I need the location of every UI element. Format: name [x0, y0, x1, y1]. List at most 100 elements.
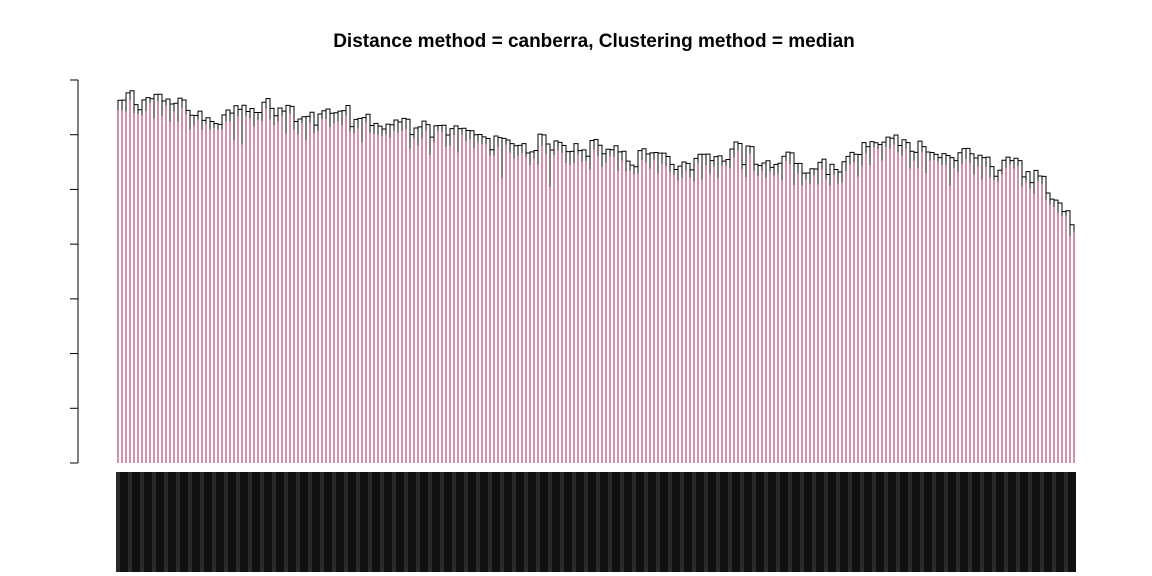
leaf-label	[200, 472, 204, 572]
leaf-label	[132, 472, 136, 572]
leaf-label	[268, 472, 272, 572]
dendrogram-branch	[889, 137, 895, 149]
dendrogram-branch	[853, 153, 859, 177]
leaf-label	[820, 472, 824, 572]
dendrogram-branch	[673, 168, 679, 181]
leaf-label	[764, 472, 768, 572]
dendrogram-branch	[589, 139, 595, 170]
dendrogram-branch	[381, 128, 387, 137]
leaf-label	[904, 472, 908, 572]
leaf-label	[868, 472, 872, 572]
leaf-label	[956, 472, 960, 572]
dendrogram-branch	[489, 149, 495, 156]
leaf-label	[716, 472, 720, 572]
leaf-label	[684, 472, 688, 572]
dendrogram-branch	[501, 137, 507, 179]
leaf-label	[812, 472, 816, 572]
dendrogram-branch	[645, 153, 651, 169]
dendrogram-branch	[617, 151, 623, 171]
leaf-label	[488, 472, 492, 572]
dendrogram-branch	[549, 149, 555, 187]
leaf-label	[372, 472, 376, 572]
leaf-label	[964, 472, 968, 572]
dendrogram-branch	[129, 90, 135, 113]
dendrogram-branch	[461, 127, 467, 142]
leaf-label	[832, 472, 836, 572]
dendrogram-branch	[1061, 211, 1067, 217]
leaf-label	[932, 472, 936, 572]
dendrogram-branch	[177, 97, 183, 122]
dendrogram-branch	[541, 134, 547, 155]
dendrogram-branch	[429, 136, 435, 156]
leaf-label	[516, 472, 520, 572]
dendrogram-branch	[985, 156, 991, 178]
leaf-label	[164, 472, 168, 572]
leaf-label	[740, 472, 744, 572]
leaf-label	[180, 472, 184, 572]
leaf-label	[652, 472, 656, 572]
dendrogram-branch	[961, 148, 967, 164]
leaf-label	[188, 472, 192, 572]
leaf-label	[600, 472, 604, 572]
dendrogram-branch	[581, 149, 587, 162]
dendrogram-branch	[937, 157, 943, 165]
leaf-label	[192, 472, 196, 572]
dendrogram-branch	[349, 126, 355, 133]
dendrogram-branch	[837, 171, 843, 184]
leaf-label	[512, 472, 516, 572]
leaf-label	[328, 472, 332, 572]
leaf-stems	[117, 100, 1075, 463]
dendrogram-branch	[813, 168, 819, 185]
dendrogram-branch	[905, 142, 911, 169]
dendrogram-branch	[857, 154, 863, 177]
dendrogram-branch	[405, 118, 411, 149]
leaf-label	[384, 472, 388, 572]
dendrogram-branch	[641, 148, 647, 163]
dendrogram-branch	[445, 134, 451, 147]
dendrogram-branch	[977, 154, 983, 180]
dendrogram-branch	[969, 153, 975, 175]
leaf-label	[148, 472, 152, 572]
dendrogram-branch	[397, 121, 403, 133]
dendrogram-branch	[621, 150, 627, 172]
leaf-label	[504, 472, 508, 572]
dendrogram-branch	[557, 141, 563, 153]
dendrogram-branch	[157, 93, 163, 116]
dendrogram-branch	[737, 142, 743, 170]
dendrogram-branch	[357, 117, 363, 142]
dendrogram-branch	[161, 100, 167, 116]
dendrogram-branch	[389, 124, 395, 138]
dendrogram-branch	[341, 110, 347, 126]
dendrogram-branch	[897, 144, 903, 156]
dendrogram-branch	[229, 112, 235, 141]
dendrogram-branch	[817, 161, 823, 185]
dendrogram-branch	[393, 119, 399, 133]
dendrogram-branch	[1037, 175, 1043, 185]
dendrogram-branch	[233, 105, 239, 141]
leaf-label	[1028, 472, 1032, 572]
leaf-label	[580, 472, 584, 572]
leaf-label	[564, 472, 568, 572]
leaf-label	[336, 472, 340, 572]
dendrogram-branch	[749, 146, 755, 171]
leaf-label	[884, 472, 888, 572]
leaf-label	[248, 472, 252, 572]
leaf-label	[1068, 472, 1072, 572]
leaf-label	[476, 472, 480, 572]
dendrogram-branch	[697, 153, 703, 180]
leaf-label	[456, 472, 460, 572]
dendrogram-branch	[981, 157, 987, 180]
leaf-label	[448, 472, 452, 572]
leaf-label	[752, 472, 756, 572]
leaf-label	[424, 472, 428, 572]
leaf-label	[496, 472, 500, 572]
dendrogram-branch	[869, 141, 875, 166]
dendrogram-branch	[417, 126, 423, 146]
dendrogram-branch	[169, 103, 175, 122]
dendrogram-branch	[1029, 182, 1035, 194]
dendrogram-branch	[121, 99, 127, 112]
dendrogram-branch	[269, 107, 275, 126]
leaf-label	[412, 472, 416, 572]
dendrogram-branch	[197, 110, 203, 130]
dendrogram-branch	[909, 150, 915, 169]
